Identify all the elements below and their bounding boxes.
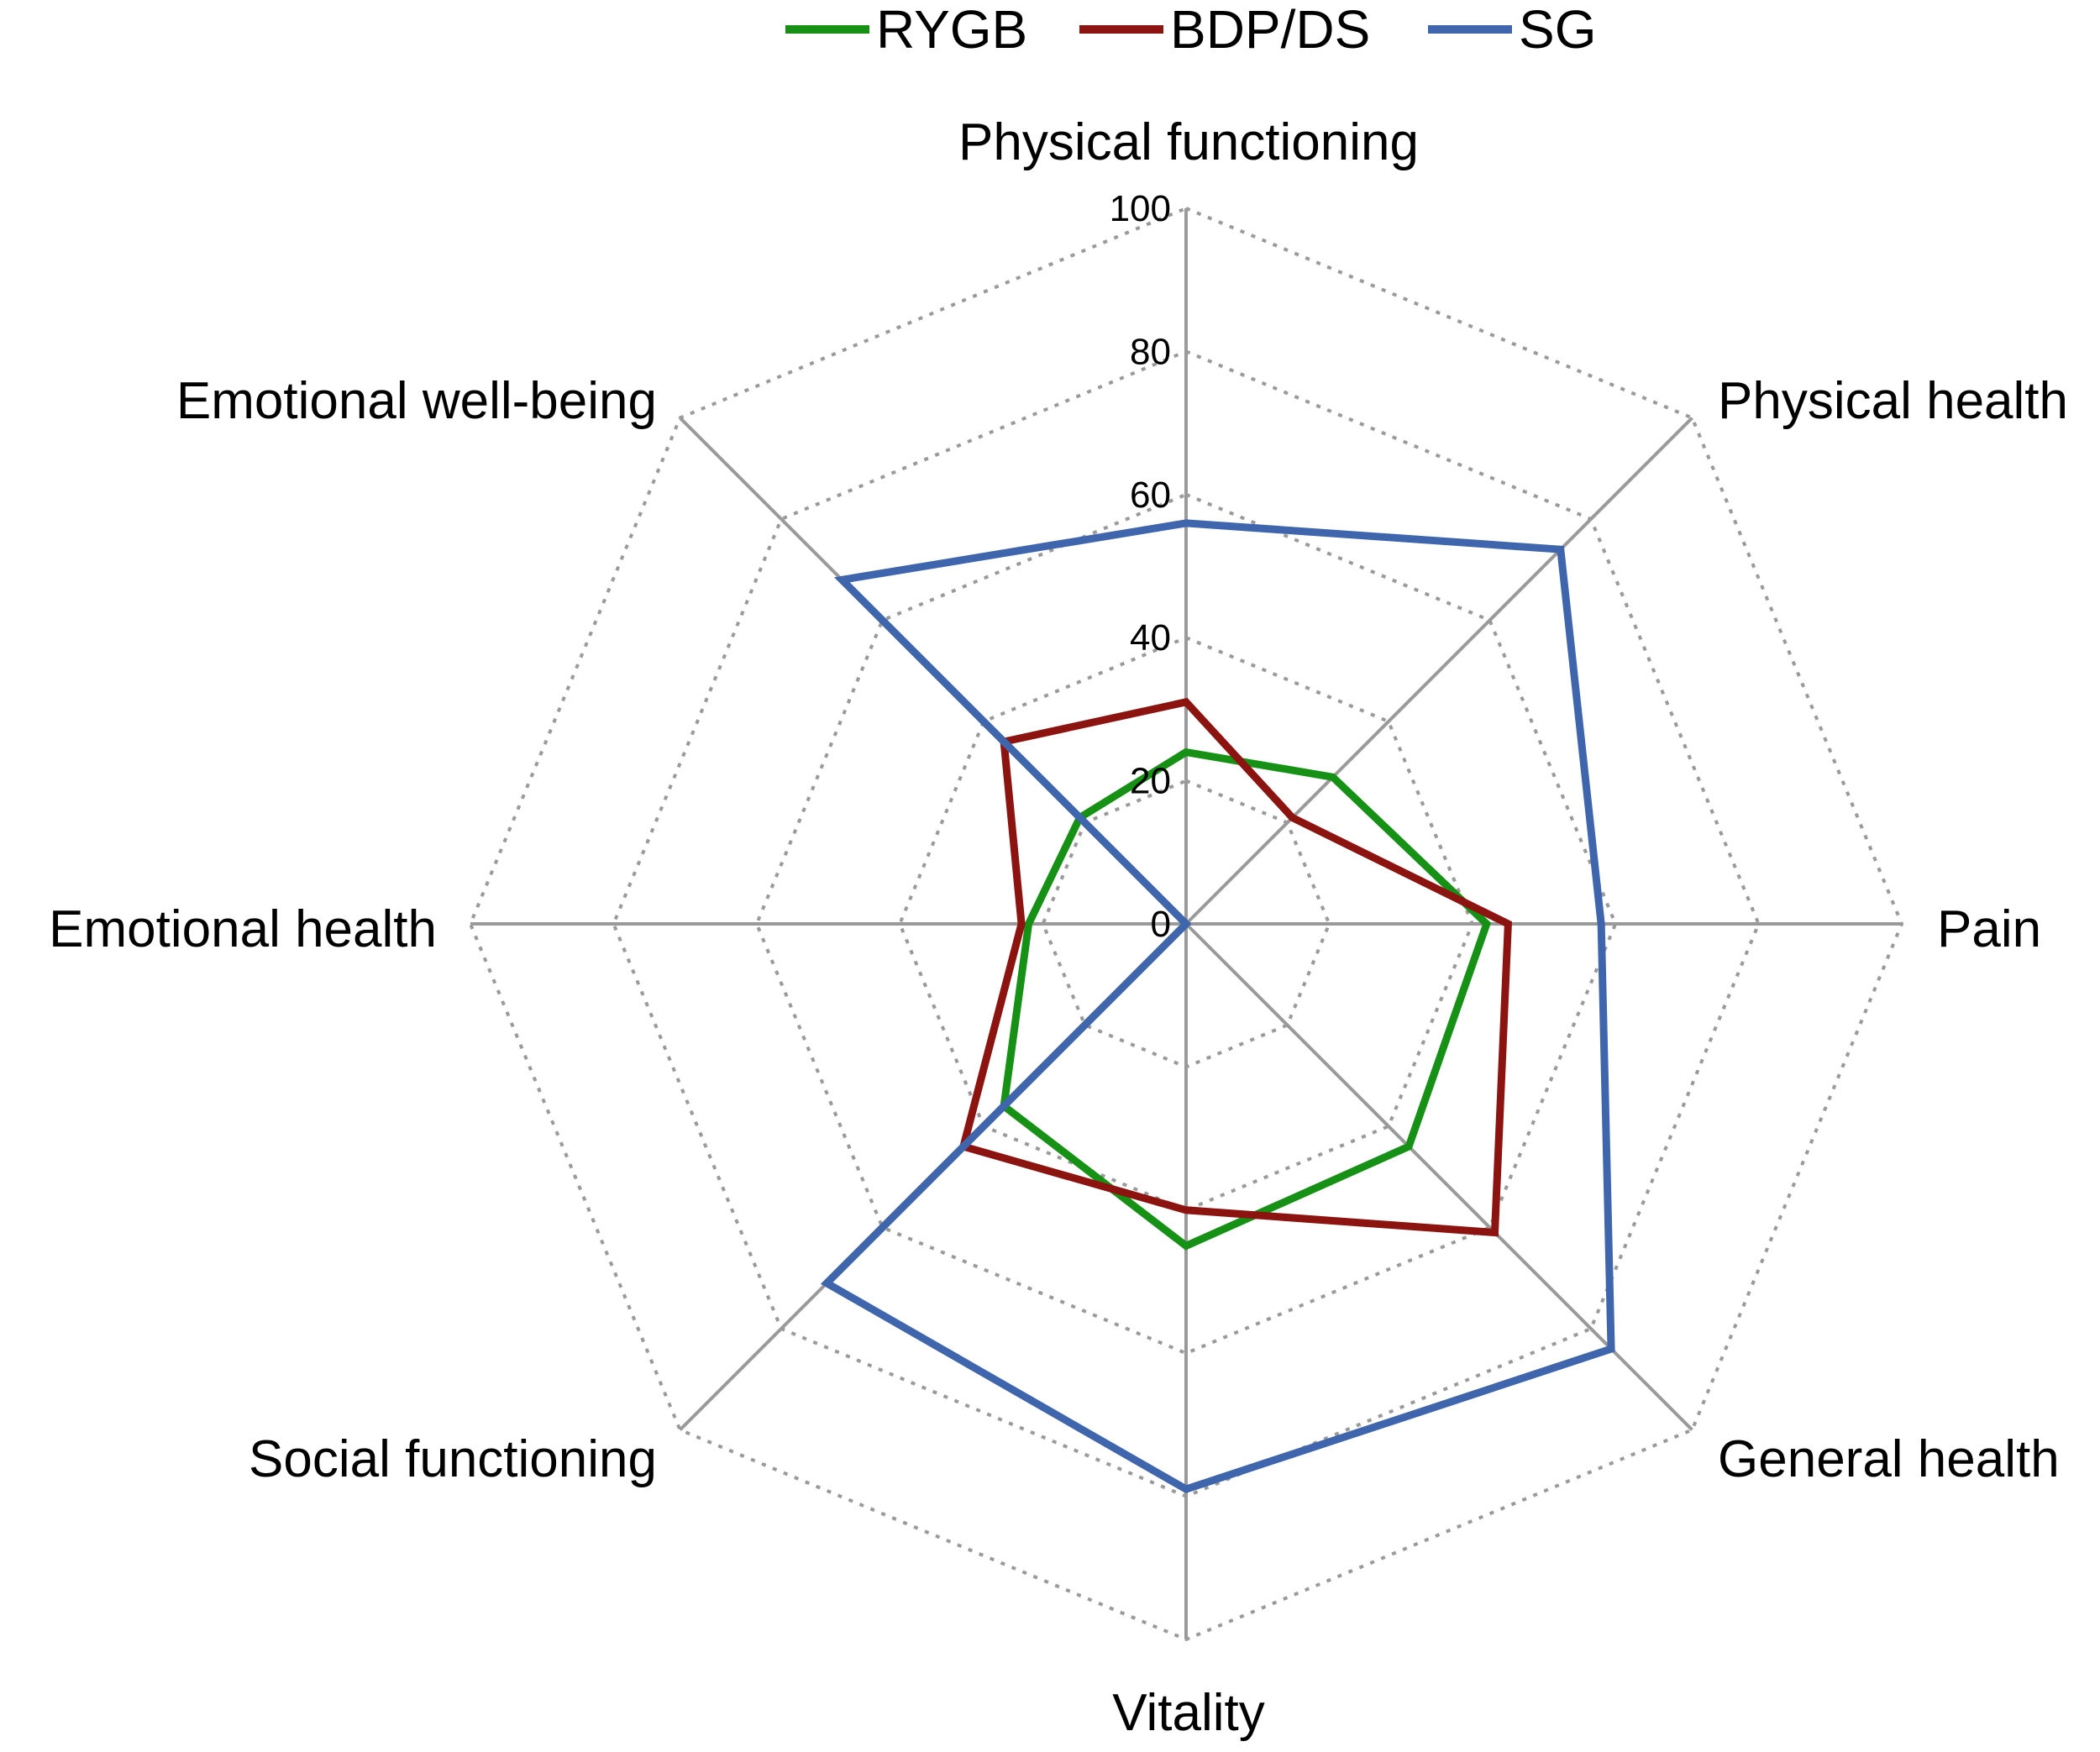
tick-label-0: 0 xyxy=(1151,904,1171,945)
axis-label-emotional-health: Emotional health xyxy=(49,900,437,958)
tick-label-60: 60 xyxy=(1130,475,1171,516)
legend: RYGB BDP/DS SG xyxy=(785,0,1596,60)
axis-label-pain: Pain xyxy=(1937,900,2041,958)
series-line-bdp-ds xyxy=(958,697,1513,1237)
series-line-rygb xyxy=(1000,747,1492,1251)
axis-label-vitality: Vitality xyxy=(1112,1684,1265,1742)
legend-item-rygb: RYGB xyxy=(785,0,1027,60)
axis-label-physical-health: Physical health xyxy=(1718,372,2068,430)
axis-label-social-functioning: Social functioning xyxy=(249,1430,657,1488)
tick-label-40: 40 xyxy=(1130,617,1171,658)
axis-label-physical-functioning: Physical functioning xyxy=(958,113,1419,171)
grid-ring-40 xyxy=(898,636,1474,1212)
legend-item-sg: SG xyxy=(1428,0,1596,60)
axis-labels: Physical functioning Physical health Pain G… xyxy=(49,113,2068,1742)
axis-label-general-health: General health xyxy=(1718,1430,2060,1488)
series-line-sg xyxy=(820,519,1615,1493)
tick-label-20: 20 xyxy=(1130,761,1171,802)
legend-item-bdp-ds: BDP/DS xyxy=(1079,0,1370,60)
tick-labels: 0 20 40 60 80 100 xyxy=(1110,188,1171,945)
axis-label-emotional-well-being: Emotional well-being xyxy=(176,372,657,430)
legend-label: BDP/DS xyxy=(1170,0,1370,60)
tick-label-80: 80 xyxy=(1130,331,1171,372)
series-layer xyxy=(820,519,1615,1493)
legend-label: RYGB xyxy=(876,0,1027,60)
grid-ring-60 xyxy=(754,492,1618,1356)
legend-label: SG xyxy=(1519,0,1596,60)
tick-label-100: 100 xyxy=(1110,188,1171,229)
spoke-1 xyxy=(1184,417,1693,926)
